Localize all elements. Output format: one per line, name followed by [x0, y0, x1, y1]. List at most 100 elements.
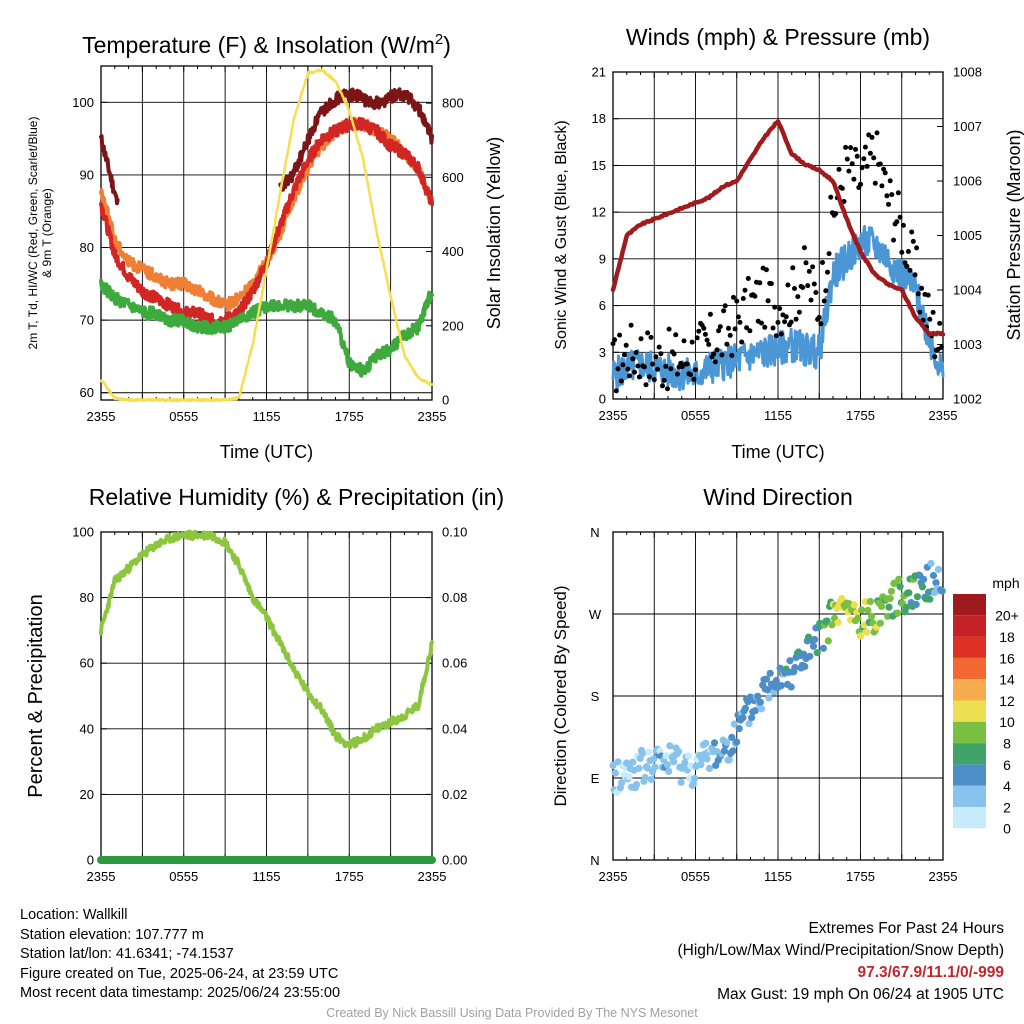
gust-point: [806, 268, 812, 274]
gust-point: [848, 145, 854, 151]
direction-point: [689, 780, 698, 788]
direction-point: [834, 618, 842, 627]
created-label: Figure created on Tue, 2025-06-24, at 23…: [20, 965, 339, 982]
x-axis-label: Time (UTC): [731, 442, 824, 462]
y2-tick-label: 0.08: [442, 590, 467, 605]
gust-point: [618, 378, 624, 384]
gust-point: [795, 294, 801, 300]
x-tick-label: 0555: [681, 869, 710, 884]
direction-point: [702, 739, 710, 747]
gust-point: [770, 325, 776, 331]
direction-point: [756, 698, 764, 706]
gust-point: [625, 366, 631, 372]
gust-point: [871, 155, 877, 161]
gust-point: [905, 249, 911, 254]
gust-point: [737, 319, 743, 325]
gust-point: [650, 361, 656, 367]
y2-tick-label: 0: [442, 393, 449, 408]
direction-point: [894, 609, 902, 617]
gust-point: [712, 359, 718, 365]
direction-point: [677, 778, 685, 786]
legend-label: 8: [1003, 735, 1011, 751]
gust-point: [869, 134, 875, 140]
gust-point: [722, 303, 728, 309]
gust-point: [851, 176, 857, 182]
direction-point: [686, 774, 694, 783]
gust-point: [882, 170, 888, 176]
direction-point: [858, 606, 866, 614]
gust-point: [912, 272, 918, 278]
gust-point: [900, 222, 906, 228]
x-tick-label: 1755: [335, 409, 364, 424]
gust-point: [742, 287, 748, 293]
humidity-title: Relative Humidity (%) & Precipitation (i…: [89, 484, 504, 510]
direction-point: [745, 720, 753, 728]
gust-point: [805, 283, 811, 289]
extremes-title: Extremes For Past 24 Hours: [808, 920, 1004, 937]
direction-point: [684, 752, 693, 760]
direction-point: [868, 612, 876, 620]
y-tick-label: 90: [80, 167, 94, 182]
y2-axis-label: Solar Insolation (Yellow): [484, 137, 504, 329]
temperature-title: Temperature (F) & Insolation (W/m2): [82, 31, 451, 58]
gust-point: [897, 214, 903, 220]
y-tick-label: 18: [592, 111, 606, 126]
x-axis-label: Time (UTC): [220, 442, 313, 462]
direction-point: [895, 575, 903, 583]
extremes-subtitle: (High/Low/Max Wind/Precipitation/Snow De…: [677, 942, 1005, 959]
direction-point: [885, 603, 893, 611]
y-tick-label: 60: [80, 385, 94, 400]
legend-label: 0: [1003, 821, 1011, 837]
gust-point: [867, 150, 873, 156]
gust-point: [914, 245, 920, 251]
gust-point: [617, 332, 623, 338]
direction-point: [801, 662, 809, 671]
gust-point: [666, 326, 672, 332]
y-axis-label: 2m T, Td, HI/WC (Red, Green, Scarlet/Blu…: [26, 117, 40, 350]
gust-point: [732, 326, 738, 332]
gust-point: [633, 350, 639, 355]
gust-point: [663, 363, 669, 369]
direction-point: [728, 733, 736, 742]
gust-point: [628, 322, 634, 328]
direction-point: [639, 749, 647, 757]
direction-point: [791, 663, 799, 672]
gust-point: [772, 304, 778, 310]
gust-point: [937, 320, 943, 326]
gust-point: [775, 319, 781, 325]
extremes-values: 97.3/67.9/11.1/0/-999: [857, 964, 1004, 981]
direction-point: [645, 748, 653, 756]
gust-point: [889, 192, 895, 198]
gust-point: [727, 332, 733, 338]
gust-point: [714, 347, 720, 353]
direction-point: [786, 657, 794, 665]
max-gust-label: Max Gust: 19 mph On 06/24 at 1905 UTC: [717, 986, 1004, 1003]
gust-point: [927, 316, 933, 322]
direction-point: [644, 764, 652, 772]
legend-label: 12: [999, 693, 1015, 709]
y-tick-label: 20: [80, 787, 94, 802]
y-tick-label: 100: [72, 95, 94, 110]
direction-point: [854, 614, 862, 623]
gust-point: [895, 190, 901, 196]
gust-point: [925, 292, 931, 298]
x-tick-label: 2355: [929, 869, 958, 884]
direction-point: [611, 769, 620, 777]
legend-swatch: [953, 721, 986, 744]
legend-label: 10: [999, 714, 1015, 730]
y-axis-label: Sonic Wind & Gust (Blue, Black): [553, 120, 570, 349]
direction-point: [739, 714, 747, 722]
gust-point: [879, 183, 885, 189]
gust-point: [768, 281, 774, 287]
direction-point: [765, 694, 773, 702]
direction-point: [813, 649, 821, 657]
direction-point: [896, 583, 904, 591]
gust-point: [808, 297, 814, 303]
gust-point: [653, 354, 659, 360]
gust-point: [610, 341, 616, 347]
gust-point: [836, 166, 842, 172]
gust-point: [717, 324, 723, 330]
gust-point: [849, 161, 855, 167]
direction-point: [934, 565, 943, 574]
x-tick-label: 2355: [87, 409, 116, 424]
